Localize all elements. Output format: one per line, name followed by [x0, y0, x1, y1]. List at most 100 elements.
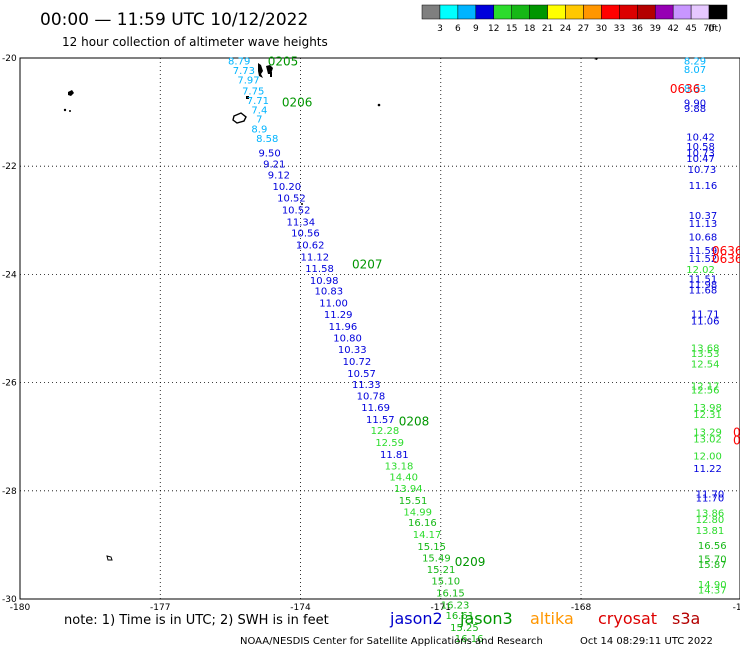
wave-height-value: 10.52	[282, 205, 311, 216]
wave-height-value: 7.71	[247, 96, 269, 107]
wave-height-value: 13.02	[693, 434, 722, 445]
wave-height-value: 12.54	[691, 360, 720, 371]
wave-height-value: 10.78	[357, 392, 386, 403]
colorbar-swatch	[511, 4, 530, 20]
wave-height-value: 10.33	[338, 345, 367, 356]
wave-height-value: 11.13	[689, 219, 718, 230]
wave-height-value: 9.50	[258, 149, 280, 160]
y-tick-label: -20	[2, 54, 17, 64]
wave-height-value: 10.73	[688, 165, 717, 176]
pass-time-label: 0636	[670, 82, 701, 96]
wave-height-value: 11.71	[691, 309, 720, 320]
wave-height-value: 11.33	[352, 380, 381, 391]
wave-height-value: 13.98	[693, 403, 722, 414]
pass-time-label: 063	[733, 425, 740, 439]
minor-island	[106, 555, 113, 561]
wave-height-value: 7.75	[242, 86, 264, 97]
tonga-island	[266, 65, 273, 74]
x-tick-label: -16	[733, 603, 740, 613]
wave-height-value: 11.70	[696, 490, 725, 501]
wave-height-value: 11.68	[689, 286, 718, 297]
wave-height-value: 15.51	[399, 496, 428, 507]
wave-height-value: 9.88	[684, 104, 706, 115]
minor-island	[377, 103, 381, 107]
wave-height-value: 11.98	[689, 280, 718, 291]
pass-time-label: 0206	[282, 95, 313, 109]
colorbar-label: 3	[437, 24, 443, 34]
wave-height-value: 11.29	[324, 310, 353, 321]
legend-jason3: jason3	[459, 609, 513, 628]
wave-height-value: 10.80	[333, 334, 362, 345]
wave-height-value: 11.70	[696, 493, 725, 504]
wave-height-value: 10.68	[689, 233, 718, 244]
wave-height-value: 13.18	[385, 461, 414, 472]
wave-height-value: 13.86	[696, 508, 725, 519]
wave-height-value: 8.33	[684, 84, 706, 95]
wave-height-value: 11.16	[689, 181, 718, 192]
wave-height-value: 16.15	[436, 589, 465, 600]
colorbar-label: 30	[596, 24, 608, 34]
wave-height-value: 10.58	[686, 142, 715, 153]
legend-s3a: s3a	[672, 609, 700, 628]
colorbar-label: 12	[488, 24, 499, 34]
wave-height-value: 10.98	[310, 276, 339, 287]
wave-height-value: 13.53	[691, 349, 720, 360]
wave-height-value: 9.21	[263, 159, 285, 170]
colorbar-swatch	[457, 4, 477, 20]
x-tick-label: -171	[431, 603, 451, 613]
x-tick-label: -174	[290, 603, 311, 613]
tonga-island	[270, 72, 272, 77]
wave-height-value: 8.9	[251, 124, 267, 135]
footer-timestamp: Oct 14 08:29:11 UTC 2022	[580, 636, 713, 647]
wave-height-value: 16.56	[698, 541, 727, 552]
y-tick-label: -28	[2, 487, 17, 497]
wave-height-colorbar: 3 6 9 12 15 18 21 24 27 30 33 36 39 42 45 70	[421, 4, 728, 34]
colorbar-unit: (ft)	[708, 24, 722, 34]
wave-height-value: 11.34	[286, 217, 315, 228]
pass-time-label: 063	[733, 433, 740, 447]
track-jason-values: 8.797.737.977.757.717.478.98.58 9.509.219…	[228, 57, 483, 645]
wave-height-value: 7	[256, 115, 262, 126]
wave-height-value: 10.20	[272, 182, 301, 193]
wave-height-value: 13.68	[691, 343, 720, 354]
minor-island	[68, 90, 74, 96]
wave-height-value: 15.15	[417, 542, 446, 553]
minor-island	[63, 108, 67, 112]
x-tick-label: -180	[10, 603, 31, 613]
tongatapu-island	[232, 112, 247, 124]
tonga-island	[258, 63, 263, 78]
wave-height-value: 11.81	[380, 450, 409, 461]
colorbar-label: 21	[542, 24, 553, 34]
y-tick-label: -22	[2, 162, 17, 172]
wave-height-value: 12.59	[375, 438, 404, 449]
wave-height-value: 11.51	[689, 275, 718, 286]
wave-height-value: 15.21	[427, 565, 456, 576]
tonga-island	[246, 96, 249, 99]
wave-height-value: 14.90	[698, 580, 727, 591]
wave-height-value: 11.96	[329, 322, 358, 333]
colorbar-swatch	[672, 4, 692, 20]
wave-height-value: 12.02	[686, 265, 715, 276]
wave-height-value: 16.16	[455, 634, 484, 645]
colorbar-label: 45	[685, 24, 696, 34]
wave-height-value: 15.70	[698, 554, 727, 565]
wave-height-value: 12.17	[691, 381, 720, 392]
wave-height-value: 8.79	[228, 57, 250, 68]
track-east-values: 8.298.078.339.909.8810.4210.5810.7310.47…	[684, 57, 727, 597]
legend-jason2: jason2	[389, 609, 443, 628]
colorbar-label: 18	[524, 24, 536, 34]
wave-height-value: 8.29	[684, 57, 706, 68]
colorbar-label: 6	[455, 24, 461, 34]
wave-height-value: 11.59	[689, 246, 718, 257]
colorbar-label: 9	[473, 24, 479, 34]
wave-height-value: 14.99	[403, 507, 432, 518]
wave-height-value: 10.56	[291, 229, 320, 240]
wave-height-value: 10.47	[686, 154, 715, 165]
colorbar-swatch	[547, 4, 566, 20]
wave-height-value: 10.62	[296, 241, 325, 252]
colorbar-swatch	[583, 4, 602, 20]
colorbar-label: 33	[614, 24, 625, 34]
x-tick-label: -177	[150, 603, 170, 613]
